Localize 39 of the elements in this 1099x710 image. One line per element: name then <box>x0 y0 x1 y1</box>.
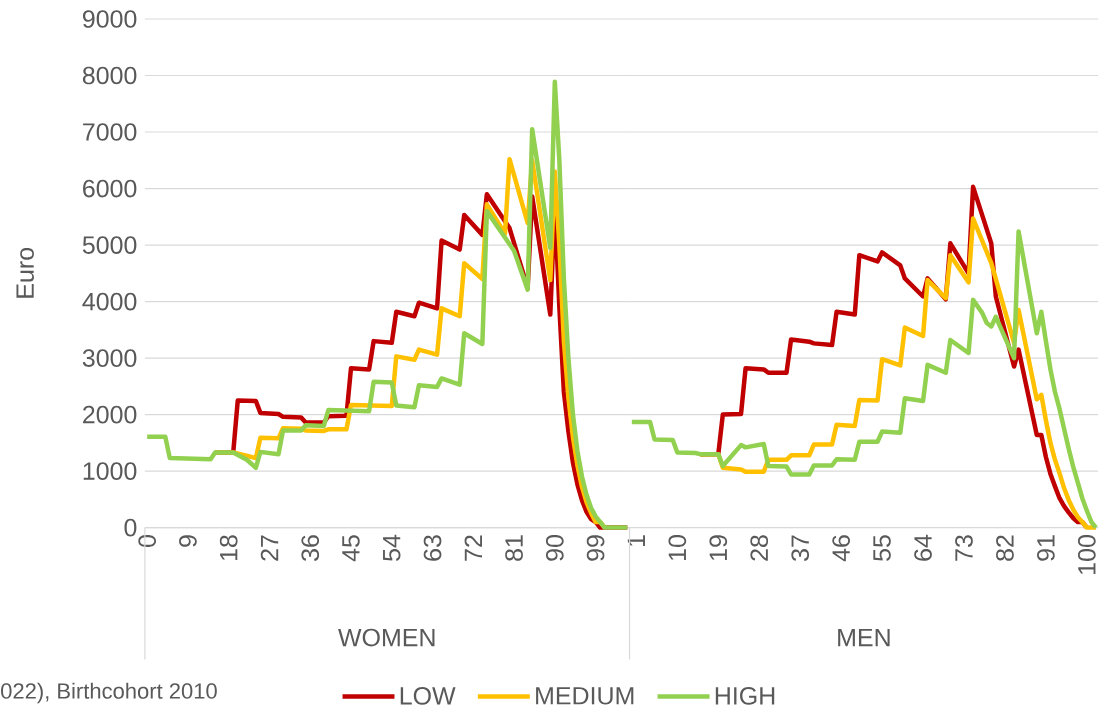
y-axis-title: Euro <box>16 247 34 298</box>
x-tick-label: 90 <box>545 534 564 561</box>
y-tick-label: 5000 <box>82 235 137 254</box>
y-tick-label: 7000 <box>83 122 137 141</box>
y-tick-label: 2000 <box>83 405 137 424</box>
x-tick-label: 36 <box>301 534 320 561</box>
x-axis-title: WOMEN <box>338 628 435 647</box>
x-tick-label: 46 <box>832 535 850 562</box>
x-tick-label: 10 <box>668 534 687 560</box>
x-tick-label: 73 <box>955 535 973 561</box>
x-tick-label: 18 <box>219 534 238 560</box>
x-tick-label: 28 <box>750 535 769 561</box>
x-tick-label: 100 <box>1078 534 1096 574</box>
y-tick-label: 8000 <box>82 66 137 85</box>
x-tick-label: 91 <box>1037 535 1055 561</box>
y-tick-label: 4000 <box>82 292 137 311</box>
x-axis-title: MEN <box>838 628 890 646</box>
y-tick-label: 3000 <box>82 349 137 367</box>
x-tick-label: 72 <box>464 535 483 561</box>
y-tick-label: 9000 <box>82 9 137 28</box>
text: 022), Birthcohort 2010 <box>1 682 217 703</box>
y-tick-label: 1000 <box>83 462 137 480</box>
legend-label: LOW <box>400 686 456 705</box>
x-tick-label: 55 <box>873 534 891 561</box>
x-tick-label: 27 <box>260 535 279 561</box>
x-tick-label: 19 <box>709 535 728 560</box>
x-tick-label: 45 <box>342 534 360 562</box>
x-tick-label: 99 <box>586 535 605 561</box>
legend-label: HIGH <box>715 686 775 705</box>
x-tick-label: 81 <box>505 535 523 561</box>
x-tick-label: 82 <box>996 535 1014 561</box>
legend-label: MEDIUM <box>536 686 634 705</box>
x-tick-label: 54 <box>383 534 401 561</box>
x-tick-label: 63 <box>423 534 442 561</box>
x-tick-label: 0 <box>138 534 157 547</box>
x-tick-label: 37 <box>791 535 810 561</box>
y-tick-label: 6000 <box>83 179 137 198</box>
x-tick-label: 9 <box>179 535 197 547</box>
x-tick-label: 64 <box>914 534 932 561</box>
